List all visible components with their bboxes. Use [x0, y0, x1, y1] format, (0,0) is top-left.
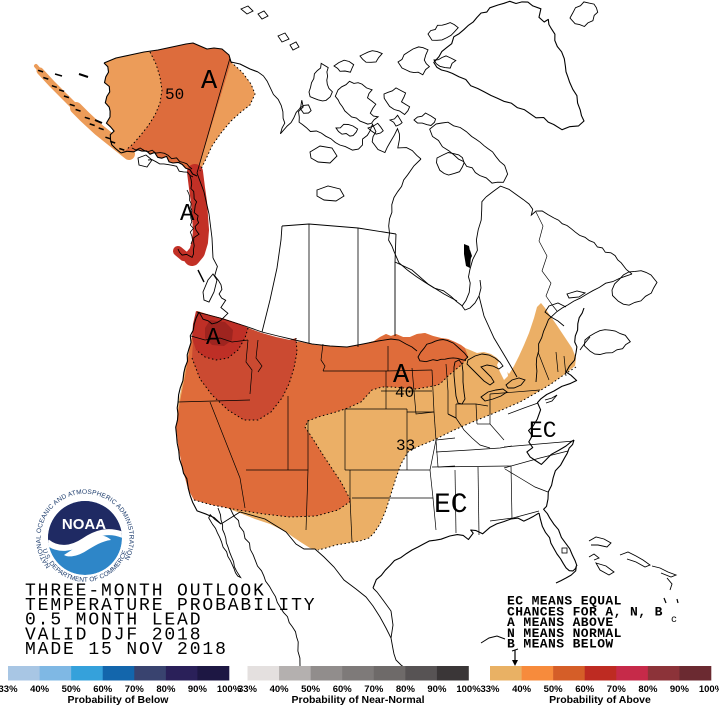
- svg-text:A: A: [201, 67, 218, 97]
- svg-text:NOAA: NOAA: [62, 516, 106, 533]
- svg-text:CHANCES FOR A, N, B: CHANCES FOR A, N, B: [507, 604, 663, 619]
- svg-text:70%: 70%: [125, 684, 145, 695]
- svg-text:80%: 80%: [156, 684, 176, 695]
- svg-text:33%: 33%: [238, 684, 258, 695]
- svg-text:VALID DJF 2018: VALID DJF 2018: [25, 625, 202, 645]
- svg-text:40%: 40%: [270, 684, 290, 695]
- svg-text:EC MEANS EQUAL: EC MEANS EQUAL: [507, 594, 622, 609]
- svg-text:33%: 33%: [0, 684, 18, 695]
- svg-text:B MEANS BELOW: B MEANS BELOW: [507, 637, 614, 652]
- svg-text:100%: 100%: [217, 684, 242, 695]
- svg-text:90%: 90%: [670, 684, 690, 695]
- svg-text:80%: 80%: [638, 684, 658, 695]
- svg-text:0.5 MONTH LEAD: 0.5 MONTH LEAD: [25, 611, 202, 631]
- svg-text:50%: 50%: [301, 684, 321, 695]
- svg-text:A: A: [393, 361, 410, 391]
- svg-text:50%: 50%: [62, 684, 82, 695]
- svg-text:50: 50: [165, 86, 184, 104]
- svg-text:80%: 80%: [396, 684, 416, 695]
- svg-text:50%: 50%: [544, 684, 564, 695]
- svg-text:100%: 100%: [456, 684, 481, 695]
- svg-text:90%: 90%: [427, 684, 447, 695]
- svg-text:EC: EC: [529, 418, 557, 444]
- svg-text:THREE-MONTH OUTLOOK: THREE-MONTH OUTLOOK: [25, 582, 266, 602]
- svg-text:Probability of Below: Probability of Below: [68, 694, 170, 706]
- svg-text:60%: 60%: [93, 684, 113, 695]
- svg-text:33%: 33%: [480, 684, 500, 695]
- svg-text:A: A: [206, 325, 221, 352]
- svg-text:N MEANS NORMAL: N MEANS NORMAL: [507, 626, 622, 641]
- svg-text:60%: 60%: [575, 684, 595, 695]
- svg-text:MADE 15 NOV 2018: MADE 15 NOV 2018: [25, 640, 228, 660]
- svg-text:Probability of Near-Normal: Probability of Near-Normal: [291, 694, 424, 706]
- svg-text:40: 40: [395, 384, 414, 402]
- svg-text:90%: 90%: [188, 684, 208, 695]
- svg-text:TEMPERATURE PROBABILITY: TEMPERATURE PROBABILITY: [25, 596, 316, 616]
- svg-text:EC: EC: [434, 490, 468, 521]
- svg-text:A MEANS ABOVE: A MEANS ABOVE: [507, 615, 614, 630]
- svg-text:Probability of Above: Probability of Above: [549, 694, 651, 706]
- svg-text:40%: 40%: [512, 684, 532, 695]
- svg-text:A: A: [180, 201, 195, 228]
- svg-text:70%: 70%: [364, 684, 384, 695]
- svg-text:60%: 60%: [333, 684, 353, 695]
- svg-text:70%: 70%: [607, 684, 627, 695]
- svg-text:c: c: [671, 615, 677, 626]
- svg-text:33: 33: [396, 437, 415, 455]
- svg-text:100%: 100%: [699, 684, 719, 695]
- svg-text:40%: 40%: [30, 684, 50, 695]
